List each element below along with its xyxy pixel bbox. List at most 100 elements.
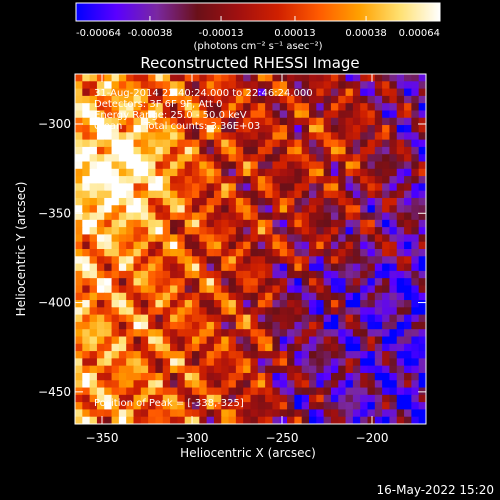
heatmap-pixel (104, 416, 113, 424)
heatmap-pixel (352, 394, 361, 403)
heatmap-pixel (213, 205, 222, 214)
heatmap-pixel (404, 409, 412, 418)
heatmap-pixel (404, 372, 412, 381)
heatmap-pixel (155, 285, 164, 294)
heatmap-pixel (367, 416, 376, 424)
heatmap-pixel (272, 197, 281, 206)
heatmap-pixel (345, 74, 354, 82)
heatmap-pixel (345, 380, 354, 389)
heatmap-pixel (382, 117, 391, 126)
heatmap-pixel (221, 234, 230, 243)
heatmap-pixel (345, 307, 354, 316)
heatmap-pixel (287, 307, 295, 316)
heatmap-pixel (221, 358, 230, 367)
heatmap-pixel (338, 168, 347, 177)
heatmap-pixel (330, 402, 339, 411)
heatmap-pixel (213, 241, 222, 250)
heatmap-pixel (228, 219, 237, 228)
heatmap-pixel (140, 205, 149, 214)
heatmap-pixel (396, 241, 405, 250)
heatmap-pixel (367, 358, 376, 367)
heatmap-pixel (272, 110, 281, 119)
heatmap-pixel (301, 95, 310, 104)
heatmap-pixel (250, 212, 259, 221)
heatmap-pixel (360, 394, 369, 403)
heatmap-pixel (235, 125, 244, 133)
heatmap-pixel (367, 307, 376, 316)
heatmap-pixel (82, 402, 91, 411)
heatmap-pixel (294, 117, 303, 126)
heatmap-pixel (155, 110, 164, 119)
heatmap-pixel (221, 161, 230, 170)
heatmap-pixel (104, 307, 113, 316)
heatmap-pixel (309, 74, 317, 82)
heatmap-pixel (206, 292, 215, 301)
heatmap-pixel (272, 307, 281, 316)
heatmap-pixel (279, 256, 288, 265)
heatmap-pixel (272, 125, 281, 133)
heatmap-pixel (104, 110, 113, 119)
heatmap-pixel (250, 227, 259, 236)
heatmap-pixel (82, 95, 91, 104)
heatmap-pixel (404, 314, 412, 323)
heatmap-pixel (213, 351, 222, 359)
heatmap-pixel (323, 263, 332, 272)
heatmap-pixel (382, 358, 391, 367)
heatmap-pixel (374, 292, 383, 301)
heatmap-pixel (360, 365, 369, 374)
heatmap-pixel (235, 190, 244, 199)
heatmap-pixel (382, 321, 391, 330)
heatmap-pixel (243, 343, 252, 352)
heatmap-pixel (162, 219, 171, 228)
heatmap-pixel (257, 358, 266, 367)
heatmap-pixel (316, 314, 325, 323)
heatmap-pixel (89, 81, 98, 90)
heatmap-pixel (184, 329, 193, 338)
heatmap-pixel (352, 103, 361, 112)
heatmap-pixel (206, 365, 215, 374)
heatmap-pixel (411, 416, 420, 424)
heatmap-pixel (104, 161, 113, 170)
heatmap-pixel (118, 351, 127, 359)
heatmap-pixel (118, 314, 127, 323)
heatmap-pixel (75, 183, 83, 192)
heatmap-pixel (396, 249, 405, 257)
heatmap-pixel (287, 372, 295, 381)
heatmap-pixel (323, 197, 332, 206)
heatmap-pixel (75, 380, 83, 389)
heatmap-pixel (352, 372, 361, 381)
heatmap-pixel (374, 409, 383, 418)
heatmap-pixel (140, 168, 149, 177)
heatmap-pixel (272, 161, 281, 170)
heatmap-pixel (389, 372, 398, 381)
heatmap-pixel (206, 161, 215, 170)
heatmap-pixel (411, 394, 420, 403)
heatmap-pixel (389, 139, 398, 148)
heatmap-pixel (111, 81, 120, 90)
heatmap-pixel (345, 183, 354, 192)
heatmap-pixel (411, 74, 420, 82)
heatmap-pixel (418, 394, 426, 403)
heatmap-pixel (360, 227, 369, 236)
heatmap-pixel (155, 74, 164, 82)
heatmap-pixel (82, 336, 91, 345)
heatmap-pixel (170, 351, 178, 359)
heatmap-pixel (301, 314, 310, 323)
heatmap-pixel (367, 168, 376, 177)
heatmap-pixel (411, 132, 420, 141)
heatmap-pixel (294, 125, 303, 133)
heatmap-pixel (352, 154, 361, 163)
heatmap-pixel (221, 132, 230, 141)
heatmap-pixel (338, 307, 347, 316)
colorbar: -0.00064 -0.00038 -0.00013 0.00013 0.00038 0.… (75, 2, 441, 52)
heatmap-pixel (411, 365, 420, 374)
heatmap-pixel (272, 234, 281, 243)
heatmap-pixel (206, 394, 215, 403)
heatmap-pixel (323, 132, 332, 141)
heatmap-pixel (199, 183, 208, 192)
heatmap-pixel (206, 270, 215, 279)
heatmap-pixel (352, 227, 361, 236)
annotation-time: 31-Aug-2014 22:40:24.000 to 22:46:24.000 (94, 88, 313, 99)
heatmap-pixel (148, 256, 157, 265)
heatmap-pixel (177, 256, 186, 265)
